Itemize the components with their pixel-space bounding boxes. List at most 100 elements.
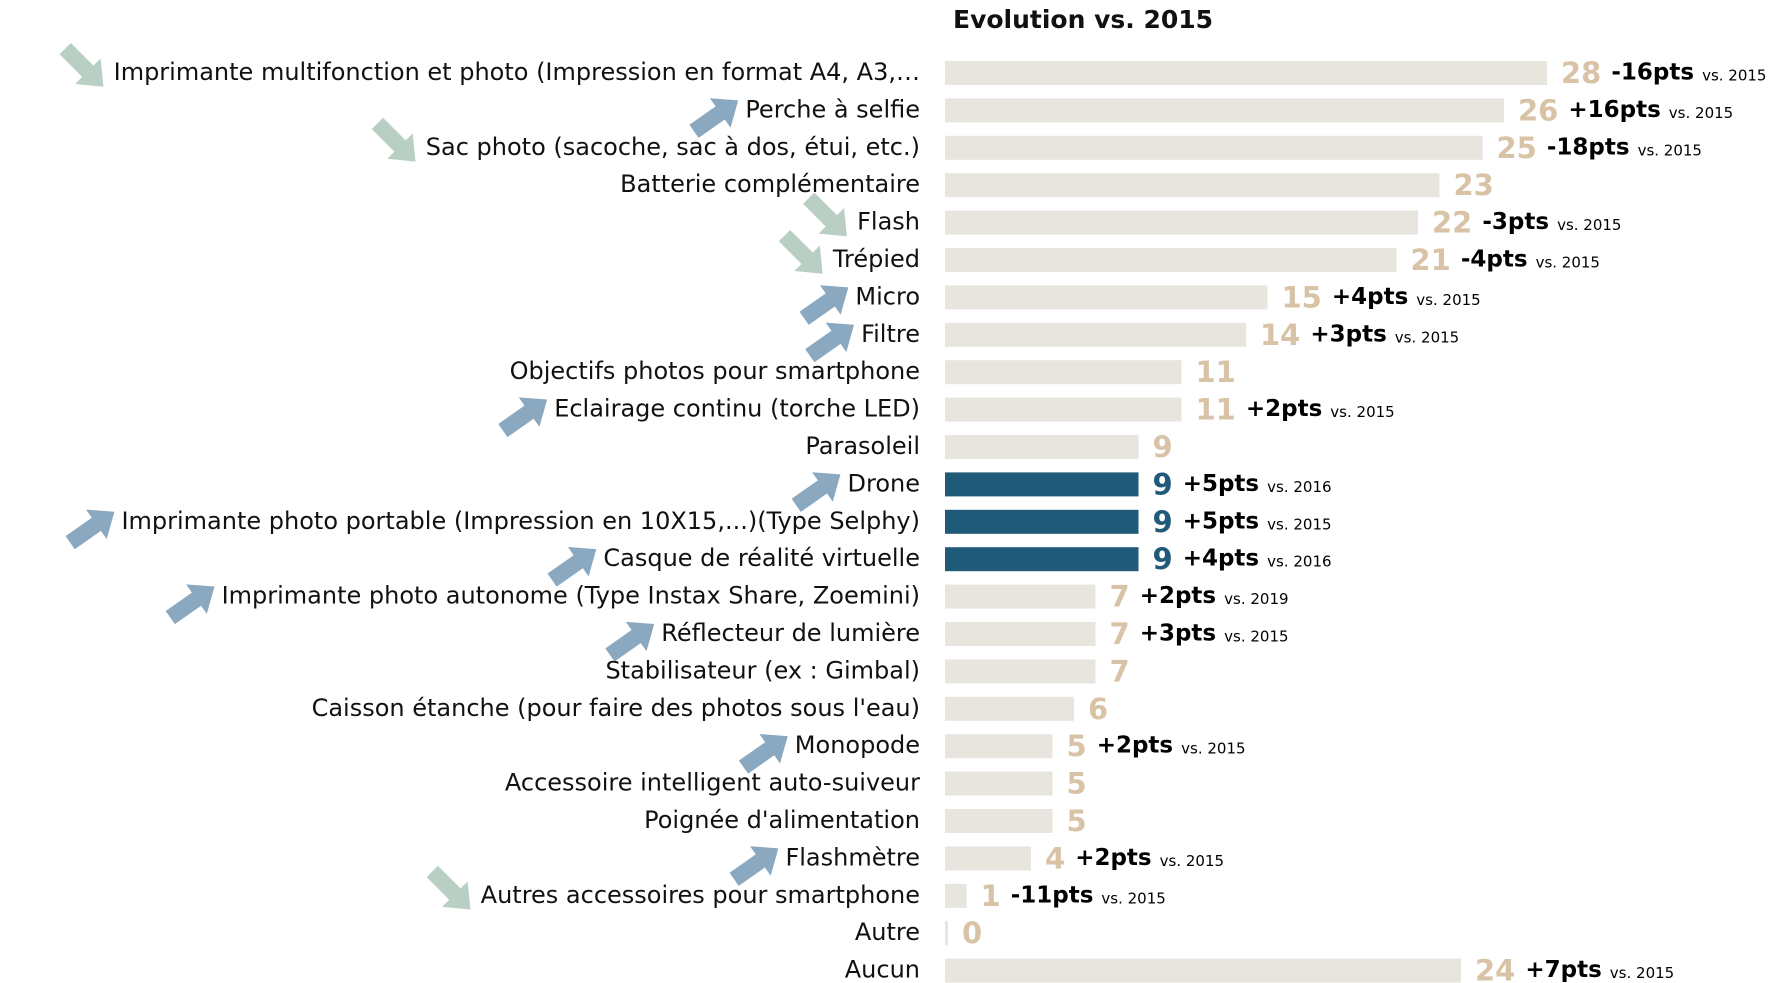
evolution-change: +7pts [1525, 957, 1601, 983]
bar [945, 211, 1418, 235]
value-label: 9 [1153, 542, 1173, 576]
chart-title: Evolution vs. 2015 [953, 5, 1213, 34]
value-label: 4 [1045, 841, 1065, 875]
bar [945, 622, 1096, 646]
evolution-reference: vs. 2015 [1395, 328, 1459, 346]
evolution-change: +4pts [1183, 546, 1259, 572]
trend-arrow [365, 111, 429, 175]
evolution-reference: vs. 2015 [1330, 403, 1394, 421]
value-label: 9 [1153, 505, 1173, 539]
evolution-reference: vs. 2015 [1160, 852, 1224, 870]
value-label: 21 [1411, 243, 1451, 277]
value-label: 9 [1153, 430, 1173, 464]
category-label: Autre [855, 918, 920, 946]
bar [945, 61, 1547, 85]
evolution-change: -4pts [1461, 247, 1528, 273]
bar [945, 846, 1031, 870]
evolution-change: +2pts [1246, 396, 1322, 422]
value-label: 25 [1497, 131, 1537, 165]
evolution-reference: vs. 2016 [1267, 553, 1331, 571]
evolution-change: +2pts [1140, 583, 1216, 609]
evolution-reference: vs. 2015 [1536, 254, 1600, 272]
evolution-reference: vs. 2015 [1101, 889, 1165, 907]
value-label: 15 [1282, 280, 1322, 314]
bar [945, 435, 1139, 459]
bar [945, 921, 948, 945]
bar [945, 510, 1139, 534]
value-label: 5 [1067, 804, 1087, 838]
evolution-reference: vs. 2015 [1638, 141, 1702, 159]
evolution-change: -11pts [1011, 882, 1094, 908]
category-label: Eclairage continu (torche LED) [554, 395, 920, 423]
evolution-change: -16pts [1611, 60, 1694, 86]
evolution-change: -18pts [1547, 134, 1630, 160]
evolution-change: -3pts [1482, 209, 1549, 235]
evolution-reference: vs. 2015 [1267, 515, 1331, 533]
evolution-change: +2pts [1075, 845, 1151, 871]
evolution-reference: vs. 2015 [1610, 964, 1674, 982]
bar [945, 772, 1053, 796]
bar [945, 360, 1182, 384]
value-label: 5 [1067, 767, 1087, 801]
evolution-reference: vs. 2019 [1224, 590, 1288, 608]
category-label: Autres accessoires pour smartphone [481, 881, 920, 909]
value-label: 11 [1196, 393, 1236, 427]
category-label: Trépied [832, 245, 920, 273]
bar [945, 98, 1504, 122]
evolution-reference: vs. 2015 [1702, 67, 1766, 85]
bar [945, 173, 1440, 197]
category-label: Stabilisateur (ex : Gimbal) [605, 656, 920, 684]
value-label: 24 [1475, 954, 1515, 983]
value-label: 7 [1110, 580, 1130, 614]
bar [945, 248, 1397, 272]
value-label: 22 [1432, 206, 1472, 240]
evolution-change: +4pts [1332, 284, 1408, 310]
evolution-reference: vs. 2015 [1557, 216, 1621, 234]
category-label: Micro [855, 282, 920, 310]
value-label: 6 [1088, 692, 1108, 726]
bar [945, 323, 1246, 347]
trend-arrow [794, 273, 859, 333]
bar [945, 547, 1139, 571]
category-label: Imprimante multifonction et photo (Impre… [114, 58, 920, 86]
value-label: 11 [1196, 355, 1236, 389]
value-label: 26 [1518, 93, 1558, 127]
bar [945, 734, 1053, 758]
evolution-reference: vs. 2015 [1224, 628, 1288, 646]
page: Evolution vs. 2015 Imprimante multifonct… [0, 0, 1768, 983]
category-label: Batterie complémentaire [620, 170, 920, 198]
bar [945, 472, 1139, 496]
bar [945, 285, 1268, 309]
trend-arrow [160, 572, 225, 632]
category-label: Caisson étanche (pour faire des photos s… [312, 694, 920, 722]
chart: Evolution vs. 2015 Imprimante multifonct… [0, 0, 1768, 983]
category-label: Monopode [795, 731, 920, 759]
evolution-reference: vs. 2015 [1181, 740, 1245, 758]
evolution-change: +2pts [1097, 733, 1173, 759]
value-label: 28 [1561, 56, 1601, 90]
value-label: 23 [1454, 168, 1494, 202]
trend-arrow [52, 36, 116, 100]
value-label: 7 [1110, 617, 1130, 651]
evolution-change: +5pts [1183, 471, 1259, 497]
value-label: 9 [1153, 467, 1173, 501]
value-label: 14 [1260, 318, 1300, 352]
evolution-reference: vs. 2016 [1267, 478, 1331, 496]
bar [945, 136, 1483, 160]
evolution-change: +3pts [1310, 321, 1386, 347]
evolution-reference: vs. 2015 [1416, 291, 1480, 309]
category-label: Parasoleil [805, 432, 920, 460]
category-label: Drone [848, 469, 920, 497]
evolution-change: +16pts [1568, 97, 1660, 123]
bar [945, 884, 967, 908]
category-label: Sac photo (sacoche, sac à dos, étui, etc… [426, 133, 920, 161]
bar [945, 659, 1096, 683]
bar [945, 959, 1461, 983]
category-label: Aucun [845, 956, 920, 983]
category-label: Filtre [861, 320, 920, 348]
category-label: Imprimante photo autonome (Type Instax S… [222, 582, 920, 610]
value-label: 7 [1110, 654, 1130, 688]
bar [945, 398, 1182, 422]
value-label: 1 [981, 879, 1001, 913]
category-label: Casque de réalité virtuelle [603, 544, 920, 572]
